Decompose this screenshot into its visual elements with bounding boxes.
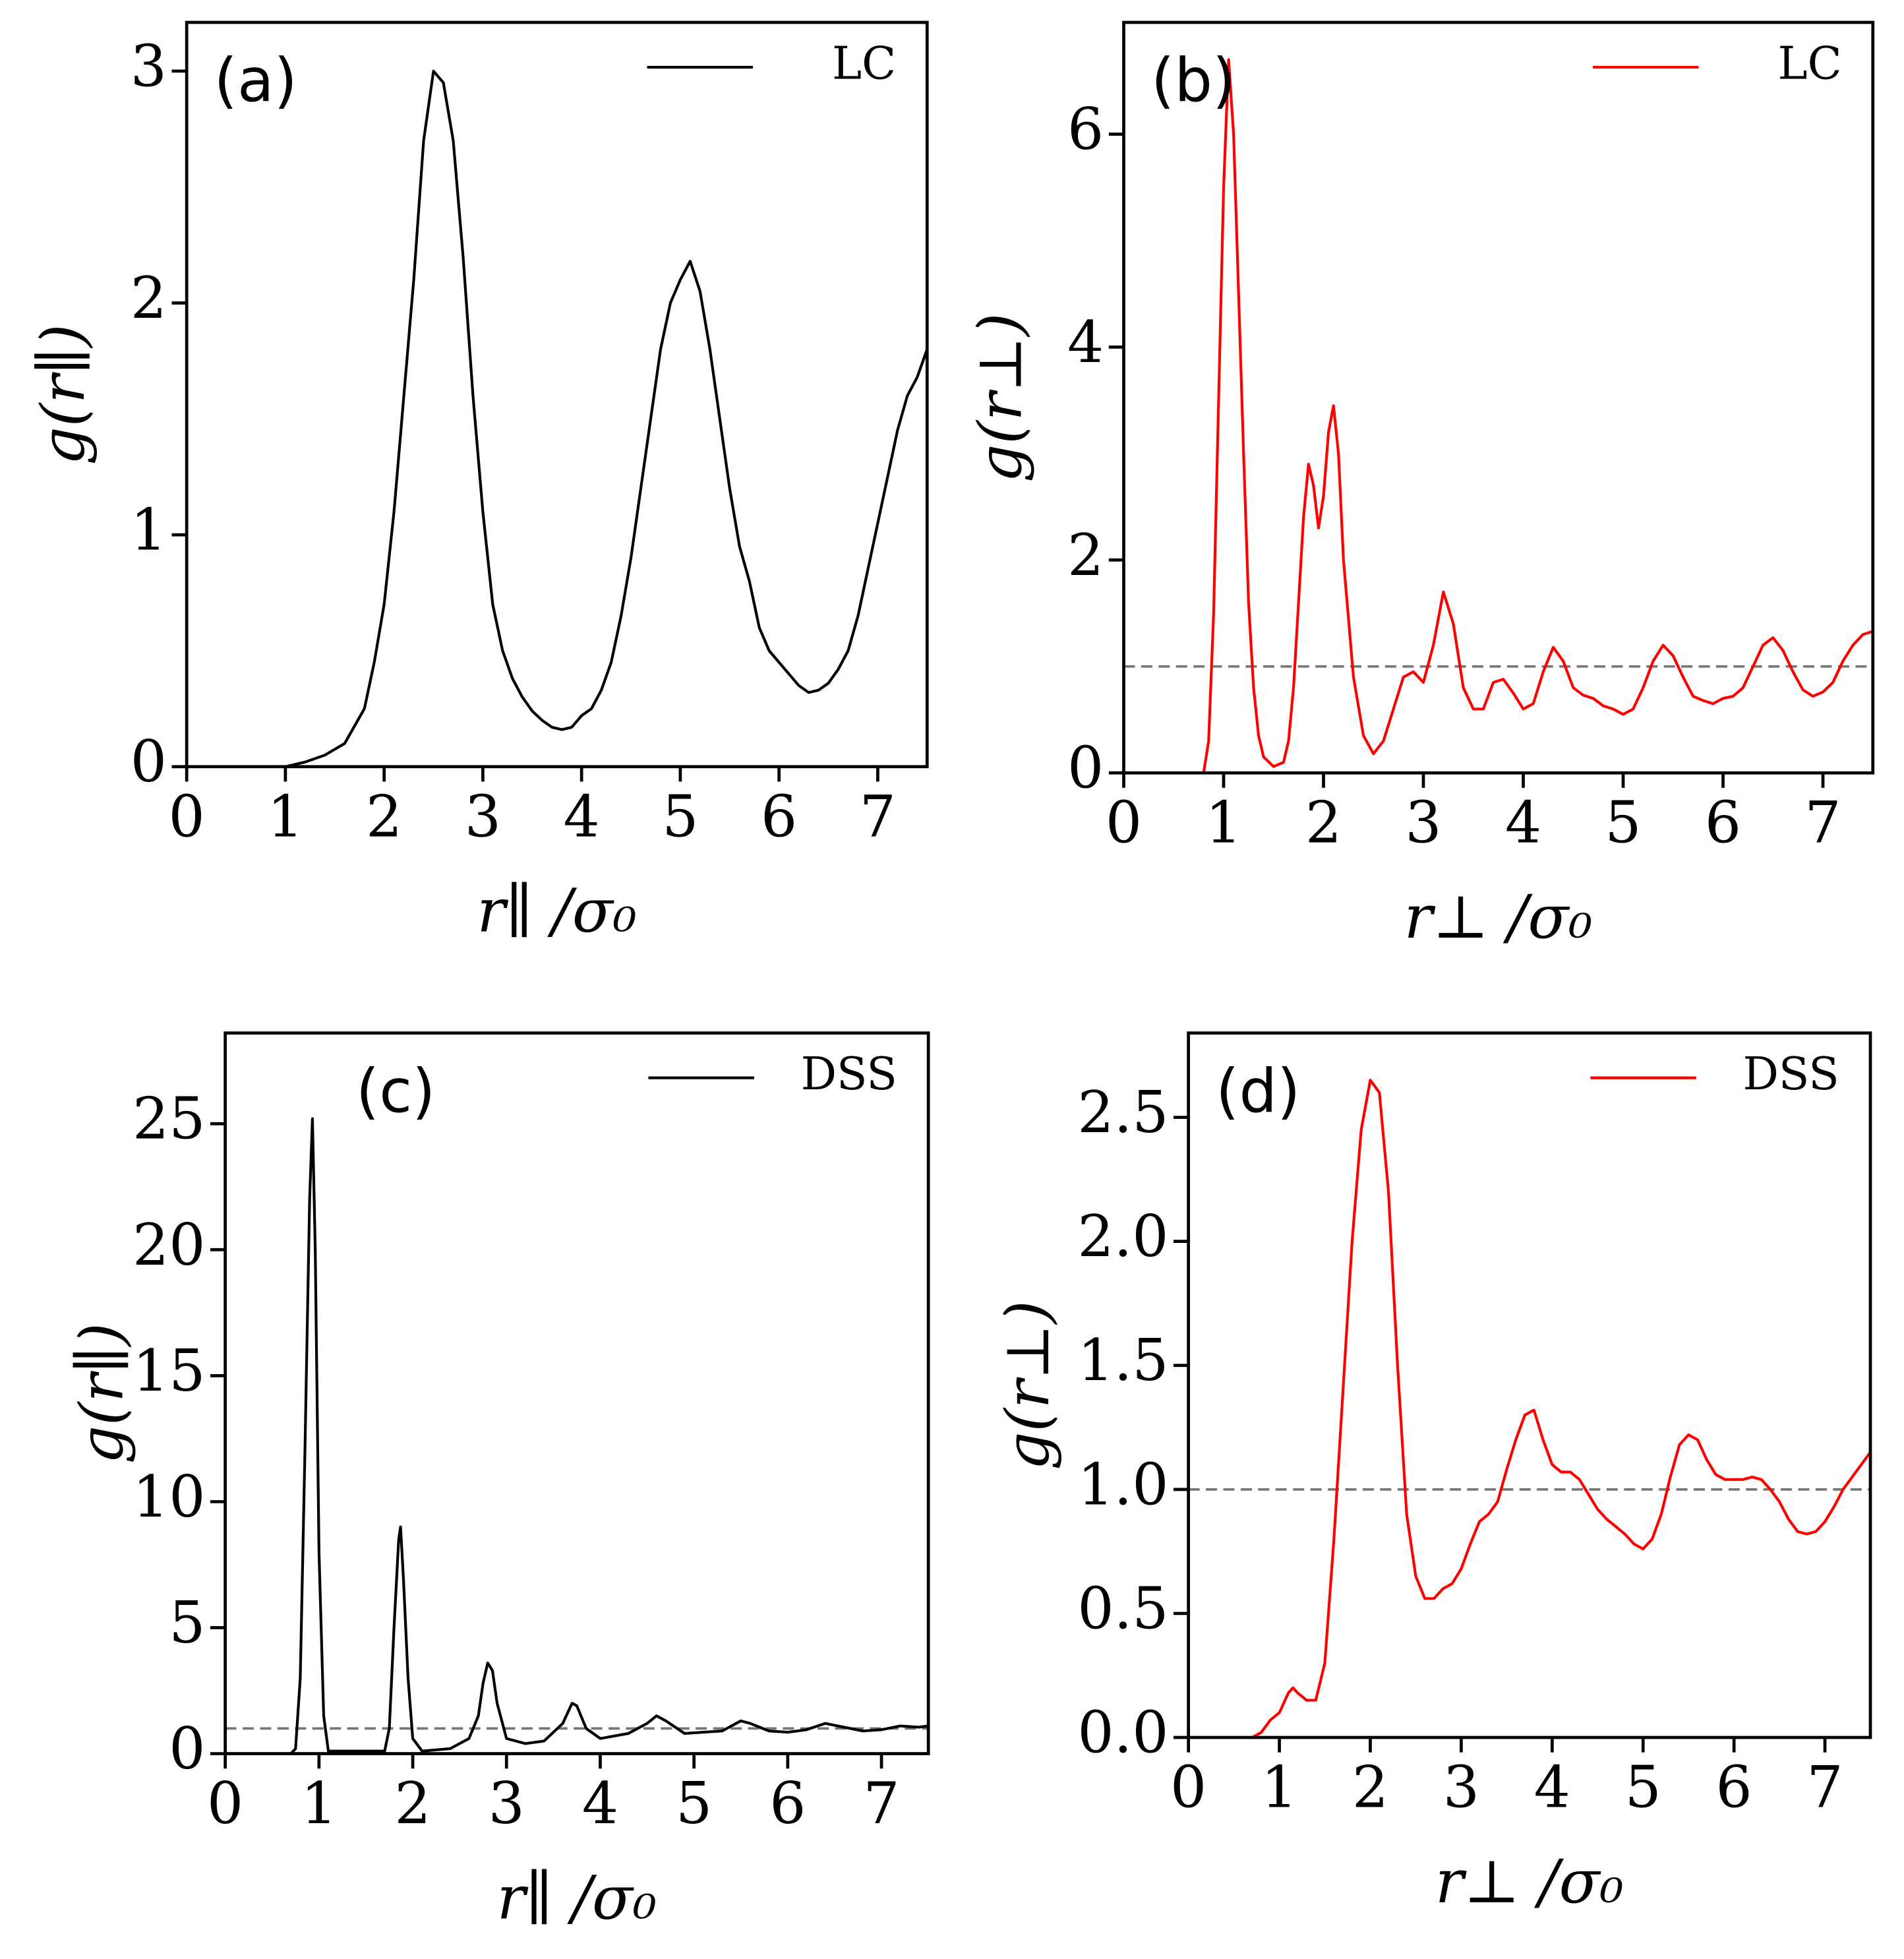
x-tick-label: 1 xyxy=(1261,1755,1297,1821)
panel-label: (b) xyxy=(1151,46,1235,115)
plot-area xyxy=(1123,58,1873,773)
x-tick-label: 6 xyxy=(1716,1755,1752,1821)
y-tick-label: 20 xyxy=(133,1212,205,1279)
y-tick-label: 1 xyxy=(131,497,167,564)
legend-label: DSS xyxy=(801,1048,897,1100)
axes-frame xyxy=(223,1031,930,1755)
x-tick-label: 2 xyxy=(1305,790,1342,857)
y-tick-label: 3 xyxy=(131,33,167,100)
x-tick-label: 0 xyxy=(207,1770,243,1837)
x-tick-label: 0 xyxy=(169,783,205,850)
y-tick-label: 5 xyxy=(169,1590,205,1656)
x-tick-label: 5 xyxy=(1605,790,1641,857)
x-tick-label: 2 xyxy=(394,1770,431,1837)
x-tick-label: 4 xyxy=(564,783,600,850)
y-tick-label: 0 xyxy=(169,1716,205,1782)
x-tick-label: 0 xyxy=(1106,790,1142,857)
x-axis-label: r∥ /σ₀ xyxy=(477,877,637,946)
x-tick-label: 0 xyxy=(1170,1755,1206,1821)
y-axis-label: g(r∥) xyxy=(29,324,98,465)
x-tick-label: 3 xyxy=(1443,1755,1479,1821)
y-tick-label: 0.5 xyxy=(1077,1575,1168,1642)
data-line xyxy=(187,69,928,767)
x-tick-label: 3 xyxy=(465,783,501,850)
x-tick-label: 4 xyxy=(1534,1755,1570,1821)
data-line xyxy=(1188,1079,1871,1738)
x-axis-label: r∥ /σ₀ xyxy=(497,1863,657,1933)
x-tick-label: 7 xyxy=(863,1770,899,1837)
x-axis-label: r⊥ /σ₀ xyxy=(1404,883,1593,952)
y-axis-label: g(r∥) xyxy=(68,1323,137,1464)
x-tick-label: 1 xyxy=(301,1770,337,1837)
plot-area xyxy=(187,69,928,767)
y-tick-label: 1.0 xyxy=(1077,1451,1168,1518)
y-tick-label: 2 xyxy=(131,265,167,332)
y-tick-label: 15 xyxy=(133,1338,205,1404)
x-tick-label: 6 xyxy=(769,1770,806,1837)
x-axis-label: r⊥ /σ₀ xyxy=(1435,1848,1624,1917)
y-tick-label: 2 xyxy=(1067,522,1104,589)
y-axis-label: g(r⊥) xyxy=(967,313,1036,482)
x-tick-label: 6 xyxy=(1705,790,1741,857)
panel-label: (d) xyxy=(1216,1057,1300,1126)
x-tick-label: 1 xyxy=(267,783,303,850)
y-tick-label: 2.0 xyxy=(1077,1203,1168,1270)
x-tick-label: 4 xyxy=(1505,790,1541,857)
y-tick-label: 0 xyxy=(131,729,167,795)
y-tick-label: 1.5 xyxy=(1077,1327,1168,1394)
x-tick-label: 3 xyxy=(489,1770,525,1837)
panel-label: (a) xyxy=(214,46,297,115)
y-axis-label: g(r⊥) xyxy=(994,1300,1063,1470)
x-tick-label: 5 xyxy=(662,783,698,850)
x-tick-label: 6 xyxy=(761,783,797,850)
axes-frame xyxy=(185,20,929,769)
x-tick-label: 2 xyxy=(366,783,402,850)
x-tick-label: 5 xyxy=(1625,1755,1661,1821)
y-tick-label: 25 xyxy=(133,1086,205,1153)
y-tick-label: 0 xyxy=(1067,735,1104,802)
panel-label: (c) xyxy=(356,1057,436,1126)
x-tick-label: 1 xyxy=(1205,790,1241,857)
y-tick-label: 10 xyxy=(133,1464,205,1530)
y-tick-label: 4 xyxy=(1067,309,1104,376)
x-tick-label: 7 xyxy=(1804,790,1841,857)
x-tick-label: 7 xyxy=(1806,1755,1843,1821)
axes-frame xyxy=(1122,20,1875,775)
axes-frame xyxy=(1187,1031,1872,1739)
x-tick-label: 7 xyxy=(860,783,896,850)
x-tick-label: 4 xyxy=(582,1770,618,1837)
y-tick-label: 2.5 xyxy=(1077,1079,1168,1146)
legend-label: DSS xyxy=(1742,1048,1839,1100)
subplot: 0 1 2 3 4 5 6 7 0.0 0.5 1.0 1.5 2.0 2.5 r⊥ /σ₀ g(r⊥) (d)… xyxy=(994,1031,1872,1917)
x-tick-label: 2 xyxy=(1352,1755,1388,1821)
legend-label: LC xyxy=(832,38,896,90)
x-tick-label: 5 xyxy=(676,1770,712,1837)
y-tick-label: 0.0 xyxy=(1077,1700,1168,1766)
legend-label: LC xyxy=(1777,38,1841,90)
data-line xyxy=(1123,58,1873,773)
y-tick-label: 6 xyxy=(1067,96,1104,163)
x-tick-label: 3 xyxy=(1405,790,1441,857)
plot-area xyxy=(225,1117,929,1754)
data-line xyxy=(225,1117,929,1754)
plot-area xyxy=(1188,1079,1871,1738)
